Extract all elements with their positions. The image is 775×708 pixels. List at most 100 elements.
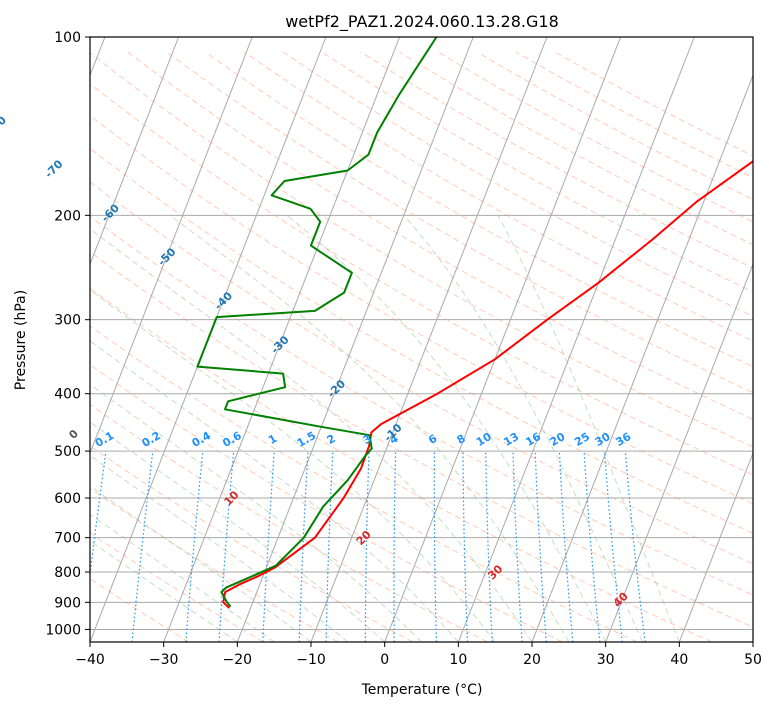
- y-tick-label: 600: [54, 491, 81, 507]
- dry-adiabat: [127, 51, 753, 420]
- dry-adiabat: [515, 51, 753, 179]
- mixing-ratio-label: 0.4: [190, 429, 214, 450]
- isotherm-label: -60: [99, 201, 122, 224]
- plot-frame: [89, 36, 754, 643]
- y-tick-label: 800: [54, 565, 81, 581]
- dry-adiabat: [554, 51, 753, 157]
- mixing-ratio-line: [583, 451, 601, 642]
- mixing-ratio-line: [485, 451, 493, 642]
- x-axis-label: Temperature (°C): [361, 682, 483, 698]
- moist-adiabat: [90, 383, 422, 642]
- isotherm: [90, 37, 180, 266]
- isotherm-label: -70: [42, 157, 65, 180]
- x-tick-label: −20: [223, 652, 253, 668]
- mixing-ratio-line: [218, 451, 235, 642]
- dry-adiabat: [321, 51, 753, 293]
- dry-adiabat: [90, 115, 753, 505]
- moist-adiabat: [497, 215, 680, 642]
- x-tick-label: 40: [670, 652, 688, 668]
- dry-adiabat: [90, 487, 339, 642]
- isotherm: [605, 262, 753, 642]
- moist-adiabat: [90, 540, 238, 642]
- y-tick-label: 900: [54, 595, 81, 611]
- mixing-ratio-line: [262, 451, 275, 642]
- moist-adiabat: [90, 513, 275, 642]
- moist-adiabat: [403, 214, 643, 642]
- dry-adiabat: [90, 251, 753, 628]
- isotherm: [163, 37, 401, 642]
- theta-label: 10: [222, 488, 242, 508]
- mixing-ratio-line: [534, 451, 547, 642]
- moist-adiabat: [90, 289, 496, 642]
- mixing-ratio-label: 1.5: [295, 429, 318, 450]
- mixing-ratio-line: [364, 451, 370, 642]
- isotherm: [531, 73, 753, 642]
- dry-adiabat: [205, 51, 753, 368]
- mixing-ratio-label: 0.6: [220, 429, 244, 450]
- isotherm-label: -20: [325, 377, 348, 400]
- background-lines: [90, 37, 753, 642]
- y-tick-label: 400: [54, 387, 81, 403]
- theta-label: 20: [354, 528, 374, 548]
- temperature-profile: [222, 159, 753, 609]
- isotherm: [310, 37, 548, 642]
- mixing-ratio-line: [131, 451, 154, 642]
- axes: −40 −30 −20 −10 0 10 20 30 40 5010020030040050060…: [45, 30, 762, 668]
- mixing-ratio-label: 13: [501, 430, 521, 449]
- isotherm-label: -50: [155, 245, 178, 268]
- y-tick-label: 200: [54, 208, 81, 224]
- x-tick-label: 30: [597, 652, 615, 668]
- moist-adiabat: [90, 340, 459, 642]
- theta-label: 0: [66, 427, 81, 442]
- isotherm: [752, 640, 753, 642]
- moist-adiabat: [286, 214, 607, 642]
- dry-adiabat: [282, 51, 753, 317]
- x-tick-label: 10: [449, 652, 467, 668]
- mixing-ratio-label: 0.2: [140, 429, 163, 450]
- dry-adiabat: [90, 325, 638, 642]
- x-tick-label: −10: [296, 652, 326, 668]
- mixing-ratio-line: [433, 451, 437, 642]
- isotherm: [384, 37, 622, 642]
- dry-adiabat: [90, 364, 563, 642]
- dry-adiabat: [166, 51, 753, 394]
- isotherm: [457, 37, 695, 642]
- mixing-ratio-label: 10: [474, 430, 494, 449]
- mixing-ratio-line: [624, 451, 646, 642]
- dry-adiabat: [360, 51, 753, 269]
- isotherm-label: -40: [212, 289, 235, 312]
- x-tick-label: −30: [149, 652, 179, 668]
- dry-adiabat: [244, 51, 753, 342]
- isotherm: [236, 37, 474, 642]
- dewpoint-profile: [196, 37, 438, 608]
- mixing-ratio-label: 2: [325, 432, 338, 447]
- isotherm: [678, 451, 753, 642]
- y-axis-label: Pressure (hPa): [13, 290, 29, 390]
- mixing-ratio-label: 20: [548, 430, 568, 449]
- moist-adiabat: [90, 228, 533, 642]
- x-tick-label: 0: [380, 652, 389, 668]
- moist-adiabat: [90, 485, 312, 642]
- x-tick-label: 50: [744, 652, 762, 668]
- dry-adiabat: [90, 445, 414, 642]
- isotherm: [90, 37, 253, 455]
- mixing-ratio-line: [325, 451, 334, 642]
- theta-label: 40: [611, 590, 631, 610]
- dry-adiabat: [90, 287, 712, 642]
- dry-adiabat: [90, 532, 264, 642]
- mixing-ratio-line: [185, 451, 204, 642]
- moist-adiabat: [169, 214, 570, 642]
- dry-adiabat: [90, 83, 753, 476]
- isotherm-label: -10: [381, 421, 404, 444]
- profile-lines: [196, 37, 753, 609]
- x-tick-label: 20: [523, 652, 541, 668]
- dry-adiabat: [90, 52, 753, 448]
- mixing-ratio-label: 6: [426, 432, 439, 447]
- mixing-ratio-line: [604, 451, 623, 642]
- x-tick-label: −40: [75, 652, 105, 668]
- y-tick-label: 500: [54, 444, 81, 460]
- mixing-ratio-line: [558, 451, 574, 642]
- y-tick-label: 1000: [45, 622, 81, 638]
- mixing-ratio-label: 1: [266, 432, 279, 447]
